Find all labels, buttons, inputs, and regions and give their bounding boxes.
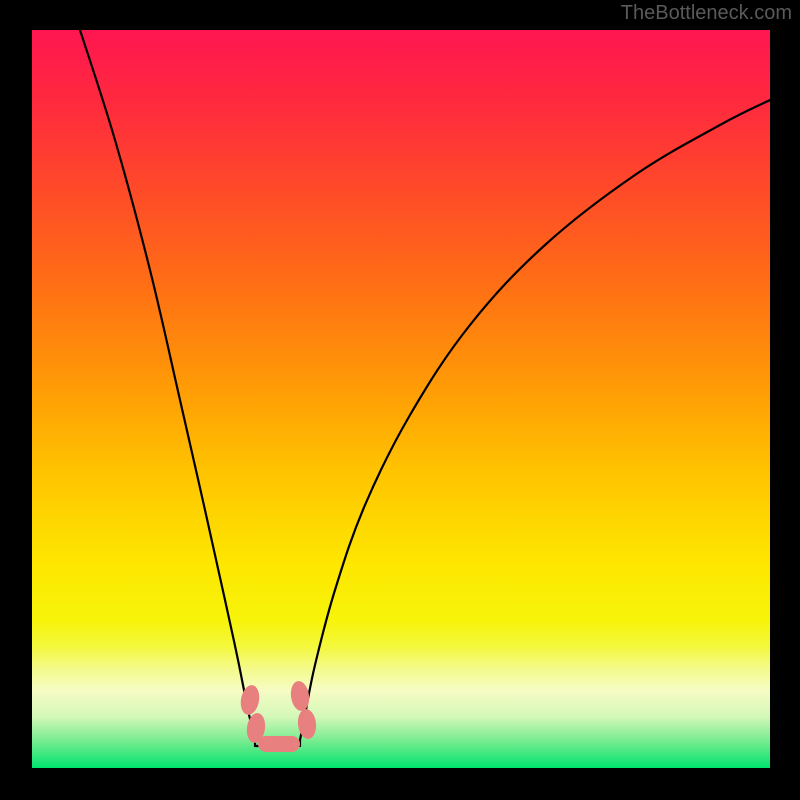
chart-container: TheBottleneck.com — [0, 0, 800, 800]
watermark-text: TheBottleneck.com — [621, 2, 792, 25]
plot-background — [32, 30, 770, 768]
bottleneck-chart — [0, 0, 800, 800]
trough-marker — [258, 736, 300, 752]
